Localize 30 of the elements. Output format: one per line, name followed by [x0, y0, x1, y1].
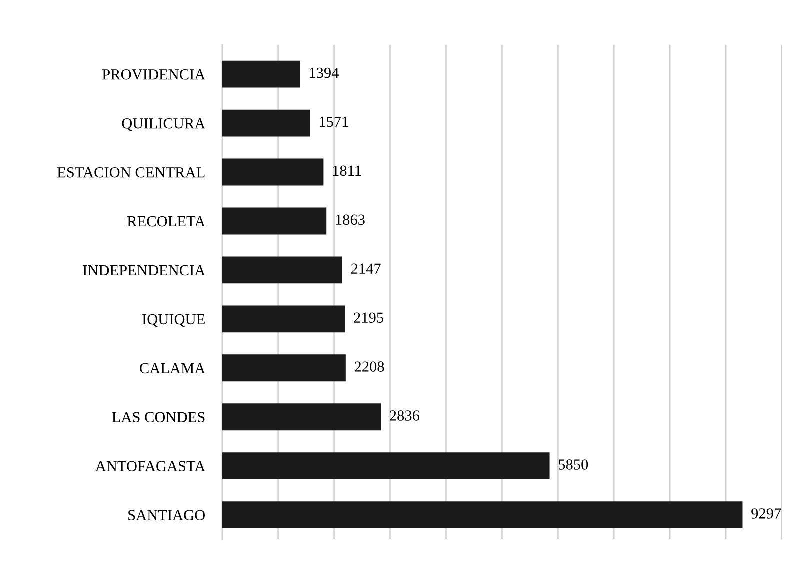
- y-tick-label: QUILICURA: [122, 118, 206, 132]
- y-tick-label: CALAMA: [140, 363, 206, 374]
- data-label: 2208: [354, 362, 384, 372]
- bar: [222, 306, 346, 333]
- y-tick-label: ANTOFAGASTA: [96, 461, 206, 472]
- bar: [222, 404, 382, 431]
- data-label: 1571: [320, 116, 348, 128]
- data-label: 2195: [354, 312, 384, 323]
- bar: [222, 452, 550, 480]
- bar: [222, 502, 743, 529]
- bar: [222, 158, 324, 186]
- y-tick-label: ESTACION CENTRAL: [58, 167, 205, 178]
- y-tick-label: RECOLETA: [128, 216, 206, 227]
- bar: [222, 208, 327, 235]
- y-tick-label: LAS CONDES: [112, 412, 205, 423]
- bar: [222, 110, 310, 137]
- data-label: 1811: [333, 166, 362, 176]
- bar: [222, 256, 343, 284]
- data-label: 9297: [752, 508, 782, 519]
- bar: [222, 60, 300, 88]
- y-tick-label: INDEPENDENCIA: [83, 265, 206, 276]
- data-label: 2147: [352, 264, 381, 274]
- y-tick-label: SANTIAGO: [128, 510, 206, 520]
- data-label: 1394: [310, 68, 339, 78]
- y-tick-label: PROVIDENCIA: [102, 70, 206, 80]
- data-label: 5850: [559, 460, 588, 470]
- data-label: 2836: [390, 410, 420, 421]
- y-tick-label: IQUIQUE: [142, 314, 205, 327]
- data-label: 1863: [336, 214, 365, 226]
- bar: [222, 354, 346, 382]
